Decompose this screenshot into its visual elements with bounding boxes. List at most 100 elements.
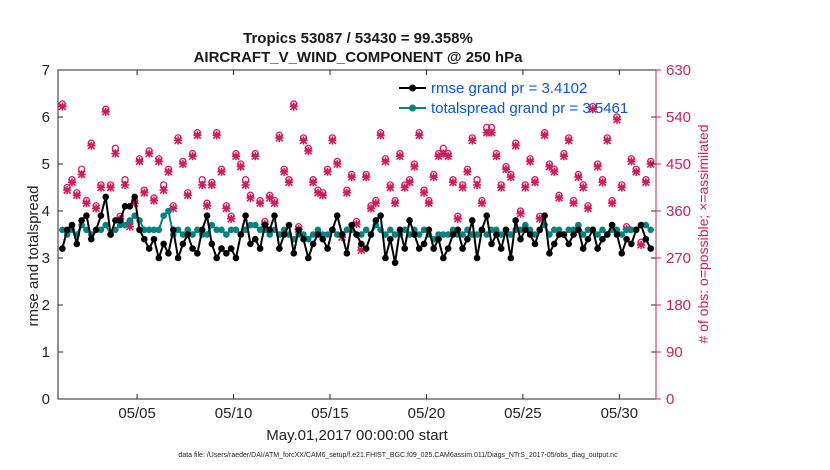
spread-point xyxy=(555,226,563,234)
spread-point xyxy=(189,231,196,238)
obs-assimilated-point xyxy=(482,128,491,137)
rmse-point xyxy=(102,193,110,201)
y-tick-label: 0 xyxy=(42,391,50,408)
rmse-point xyxy=(280,231,288,238)
rmse-point xyxy=(647,245,654,252)
rmse-point xyxy=(512,217,519,224)
rmse-point xyxy=(73,240,81,248)
obs-series xyxy=(58,100,655,255)
rmse-point xyxy=(165,250,172,257)
rmse-point xyxy=(632,226,640,234)
rmse-point xyxy=(613,231,621,238)
rmse-point xyxy=(449,231,457,238)
rmse-point xyxy=(589,226,597,234)
spread-point xyxy=(343,226,351,234)
obs-assimilated-point xyxy=(241,180,250,189)
spread-point xyxy=(179,231,187,238)
obs-assimilated-point xyxy=(371,199,380,208)
left-axis: 0 1 2 3 4 5 6 7 xyxy=(42,62,656,408)
obs-assimilated-point xyxy=(574,172,583,182)
x-axis-label: May.01,2017 00:00:00 start xyxy=(266,427,448,444)
rmse-point xyxy=(594,245,601,252)
spread-point xyxy=(459,231,466,238)
obs-assimilated-point xyxy=(72,191,81,200)
chart-subtitle: AIRCRAFT_V_WIND_COMPONENT @ 250 hPa xyxy=(194,49,524,66)
rmse-point xyxy=(304,254,312,262)
rmse-point xyxy=(314,231,322,238)
rmse-point xyxy=(169,226,177,234)
obs-assimilated-point xyxy=(598,178,607,187)
spread-point xyxy=(449,226,457,234)
obs-assimilated-point xyxy=(419,188,429,197)
obs-assimilated-point xyxy=(521,183,530,192)
spread-point xyxy=(579,231,587,238)
spread-point xyxy=(618,231,626,238)
spread-point xyxy=(565,226,573,234)
rmse-point xyxy=(256,245,264,252)
rmse-point xyxy=(584,235,592,243)
obs-assimilated-point xyxy=(63,186,72,195)
obs-assimilated-point xyxy=(362,172,371,182)
rmse-point xyxy=(473,254,481,262)
y-right-tick-label: 0 xyxy=(666,391,674,408)
obs-assimilated-point xyxy=(492,152,501,161)
rmse-point xyxy=(570,231,577,238)
y-tick-label: 2 xyxy=(42,297,50,314)
rmse-point xyxy=(531,240,539,248)
rmse-point xyxy=(497,245,505,252)
spread-point xyxy=(218,226,225,234)
obs-assimilated-point xyxy=(111,149,120,158)
spread-point xyxy=(584,226,592,234)
obs-assimilated-point xyxy=(82,199,91,208)
obs-assimilated-point xyxy=(77,170,86,179)
chart-title: Tropics 53087 / 53430 = 99.358% xyxy=(243,30,473,47)
rmse-point xyxy=(300,235,307,243)
obs-assimilated-point xyxy=(149,196,159,205)
y-right-axis-label: # of obs: o=possible; ×=assimilated xyxy=(695,124,711,343)
rmse-point xyxy=(83,212,90,219)
rmse-point xyxy=(459,245,466,252)
spread-point xyxy=(575,221,582,229)
spread-point xyxy=(550,226,558,234)
obs-assimilated-point xyxy=(501,165,511,174)
obs-assimilated-point xyxy=(583,204,593,213)
obs-assimilated-point xyxy=(608,199,617,208)
rmse-point xyxy=(189,245,196,252)
spread-point xyxy=(420,226,428,234)
legend: rmse grand pr = 3.4102 totalspread grand… xyxy=(399,80,628,117)
x-tick-label: 05/20 xyxy=(408,405,446,422)
rmse-point xyxy=(637,221,645,229)
rmse-point xyxy=(290,250,298,257)
obs-assimilated-point xyxy=(125,222,134,231)
rmse-point xyxy=(194,250,201,257)
rmse-point xyxy=(468,217,476,224)
obs-assimilated-point xyxy=(400,183,409,192)
rmse-point xyxy=(493,231,500,238)
obs-assimilated-point xyxy=(347,172,356,182)
rmse-point xyxy=(565,240,573,248)
y-tick-label: 3 xyxy=(42,250,50,267)
spread-point xyxy=(174,226,182,234)
obs-assimilated-point xyxy=(222,204,231,213)
obs-assimilated-point xyxy=(284,178,294,187)
rmse-point xyxy=(126,203,134,210)
rmse-point xyxy=(358,240,365,248)
rmse-point xyxy=(618,250,626,257)
obs-assimilated-point xyxy=(463,167,472,176)
rmse-point xyxy=(223,250,230,257)
rmse-point xyxy=(309,240,317,248)
obs-assimilated-point xyxy=(265,193,274,203)
rmse-series xyxy=(59,193,654,267)
spread-point xyxy=(160,212,167,219)
obs-assimilated-point xyxy=(87,141,96,150)
rmse-point xyxy=(261,221,269,229)
rmse-point xyxy=(247,240,254,248)
rmse-point xyxy=(517,235,524,243)
y-right-tick-label: 630 xyxy=(666,62,691,79)
spread-point xyxy=(155,226,163,234)
spread-point xyxy=(647,226,654,234)
obs-assimilated-point xyxy=(313,188,323,197)
spread-point xyxy=(435,231,442,238)
spread-point xyxy=(223,231,230,238)
